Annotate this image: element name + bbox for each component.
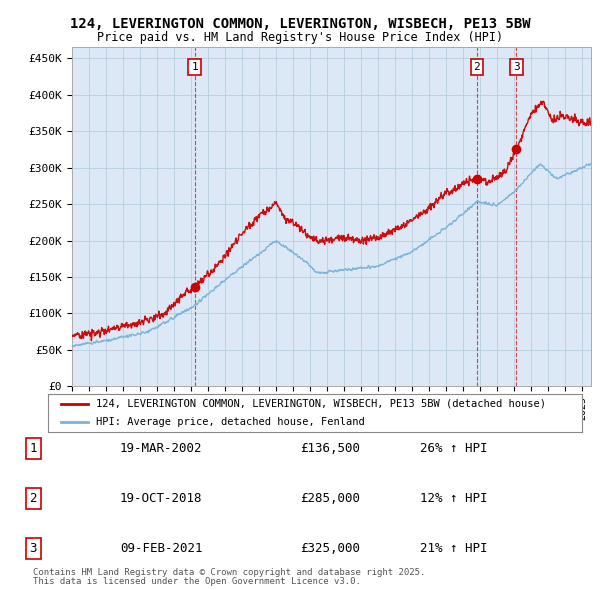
Text: 1: 1: [191, 62, 198, 72]
Text: 1: 1: [29, 442, 37, 455]
Text: 3: 3: [513, 62, 520, 72]
Text: 21% ↑ HPI: 21% ↑ HPI: [420, 542, 487, 555]
Text: £325,000: £325,000: [300, 542, 360, 555]
Text: £285,000: £285,000: [300, 492, 360, 505]
Text: 2: 2: [29, 492, 37, 505]
Text: Price paid vs. HM Land Registry's House Price Index (HPI): Price paid vs. HM Land Registry's House …: [97, 31, 503, 44]
Text: 26% ↑ HPI: 26% ↑ HPI: [420, 442, 487, 455]
Text: 12% ↑ HPI: 12% ↑ HPI: [420, 492, 487, 505]
Text: 124, LEVERINGTON COMMON, LEVERINGTON, WISBECH, PE13 5BW (detached house): 124, LEVERINGTON COMMON, LEVERINGTON, WI…: [96, 399, 546, 409]
Text: Contains HM Land Registry data © Crown copyright and database right 2025.: Contains HM Land Registry data © Crown c…: [33, 568, 425, 577]
Text: 2: 2: [473, 62, 481, 72]
Text: This data is licensed under the Open Government Licence v3.0.: This data is licensed under the Open Gov…: [33, 577, 361, 586]
Text: 124, LEVERINGTON COMMON, LEVERINGTON, WISBECH, PE13 5BW: 124, LEVERINGTON COMMON, LEVERINGTON, WI…: [70, 17, 530, 31]
Text: £136,500: £136,500: [300, 442, 360, 455]
Text: HPI: Average price, detached house, Fenland: HPI: Average price, detached house, Fenl…: [96, 417, 365, 427]
Text: 09-FEB-2021: 09-FEB-2021: [120, 542, 203, 555]
Text: 19-OCT-2018: 19-OCT-2018: [120, 492, 203, 505]
Text: 19-MAR-2002: 19-MAR-2002: [120, 442, 203, 455]
Text: 3: 3: [29, 542, 37, 555]
